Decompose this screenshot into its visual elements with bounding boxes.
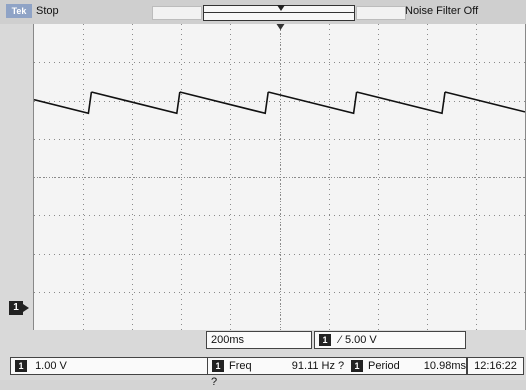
noise-filter-status: Noise Filter Off [405, 5, 479, 17]
channel-1-waveform [34, 91, 525, 115]
status-bar: Tek Stop Noise Filter Off [0, 0, 526, 24]
period-flag: ? [210, 376, 218, 388]
trigger-readout[interactable]: 1 ⁄ 5.00 V [314, 331, 466, 349]
measurement-readout[interactable]: 1 Freq 91.11 Hz? 1 Period 10.98ms? [207, 357, 467, 388]
record-view-left [152, 6, 202, 20]
rising-edge-icon: ⁄ [339, 334, 341, 346]
trigger-level: 5.00 V [344, 334, 377, 346]
channel-1-scale-readout[interactable]: 1 1.00 V [10, 357, 208, 375]
channel-1-scale: 1.00 V [35, 360, 67, 372]
timebase-readout[interactable]: 200ms [206, 331, 312, 349]
period-label: Period [368, 360, 400, 372]
freq-chip: 1 [212, 360, 224, 372]
record-view-right [356, 6, 406, 20]
waveform-screen[interactable] [33, 24, 526, 330]
freq-value: 91.11 Hz [291, 360, 335, 372]
channel-1-chip: 1 [15, 360, 27, 372]
graticule [34, 24, 525, 330]
freq-label: Freq [229, 360, 252, 372]
acquisition-status: Stop [36, 5, 59, 17]
trigger-position-icon [277, 5, 285, 11]
tek-logo: Tek [6, 4, 32, 18]
timebase-value: 200ms [211, 334, 245, 346]
record-view-line [204, 12, 354, 13]
trigger-marker-icon [276, 24, 285, 30]
clock-readout: 12:16:22 [467, 357, 524, 375]
freq-flag: ? [337, 360, 345, 372]
period-chip: 1 [351, 360, 363, 372]
trigger-channel-chip: 1 [319, 334, 331, 346]
channel-1-ground-marker[interactable]: 1 [9, 301, 29, 315]
record-view-window[interactable] [203, 5, 355, 21]
period-value: 10.98ms [423, 360, 466, 372]
